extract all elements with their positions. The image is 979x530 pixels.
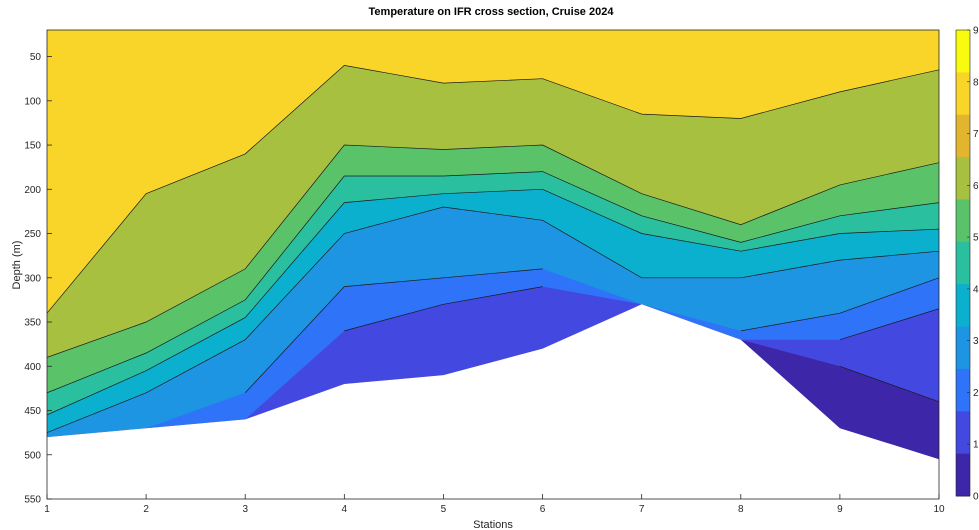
colorbar-tick-label: 3: [973, 336, 979, 347]
colorbar-tick-label: 4: [973, 284, 979, 295]
colorbar-tick-label: 7: [973, 129, 979, 140]
seafloor-fill: [47, 304, 939, 499]
x-tick-label: 8: [738, 504, 744, 515]
x-tick-label: 4: [342, 504, 348, 515]
y-tick-label: 250: [24, 229, 41, 240]
x-tick-label: 2: [143, 504, 149, 515]
isotherm-7: [47, 144, 939, 358]
colorbar-swatch: [956, 114, 970, 158]
y-tick-label: 150: [24, 141, 41, 152]
colorbar-tick-label: 9: [973, 26, 979, 37]
isotherm-3: [244, 268, 543, 394]
isotherm-3: [740, 277, 939, 332]
colorbar-swatch: [956, 326, 970, 370]
y-tick-label: 200: [24, 185, 41, 196]
y-tick-label: 500: [24, 450, 41, 461]
chart-title: Temperature on IFR cross section, Cruise…: [369, 6, 615, 18]
x-tick-label: 3: [242, 504, 248, 515]
colorbar-swatch: [956, 453, 970, 497]
x-axis: 1 2 3 4 5 6 7 8 9 10: [44, 494, 945, 515]
colorbar-swatch: [956, 30, 970, 73]
x-tick-label: 10: [933, 504, 945, 515]
colorbar-swatch: [956, 411, 970, 455]
colorbar-swatch: [956, 199, 970, 243]
y-axis: 50 100 150 200 250 300 350 400 450 500 550: [24, 52, 52, 506]
y-axis-label: Depth (m): [11, 241, 23, 290]
x-tick-label: 5: [441, 504, 447, 515]
colorbar-swatch: [956, 157, 970, 200]
colorbar-tick-label: 0: [973, 492, 979, 503]
y-tick-label: 350: [24, 318, 41, 329]
colorbar-swatch: [956, 72, 970, 116]
seafloor-mask: [47, 304, 939, 499]
isotherm-4: [47, 206, 939, 433]
colorbar-tick-label: 5: [973, 233, 979, 244]
isotherm-6: [47, 171, 939, 394]
colorbar-swatch: [956, 368, 970, 412]
x-tick-label: 1: [44, 504, 50, 515]
y-tick-label: 450: [24, 406, 41, 417]
colorbar-tick-label: 6: [973, 181, 979, 192]
colorbar: 9 8 7 6 5 4 3 2 1 0: [955, 26, 979, 503]
y-tick-label: 300: [24, 273, 41, 284]
x-tick-label: 9: [837, 504, 843, 515]
x-tick-label: 6: [540, 504, 546, 515]
colorbar-tick-label: 1: [973, 440, 979, 451]
x-tick-label: 7: [639, 504, 645, 515]
colorbar-swatch: [956, 284, 970, 328]
y-tick-label: 550: [24, 495, 41, 506]
isotherm-2: [839, 308, 939, 341]
isotherm-1: [839, 365, 939, 403]
isotherm-5: [47, 188, 939, 416]
colorbar-swatch: [956, 241, 970, 285]
y-tick-label: 50: [30, 52, 42, 63]
y-tick-label: 100: [24, 96, 41, 107]
colorbar-tick-label: 2: [973, 388, 979, 399]
colorbar-frame: [955, 29, 971, 497]
x-axis-label: Stations: [473, 519, 513, 530]
colorbar-tick-label: 8: [973, 77, 979, 88]
isotherm-8: [47, 65, 939, 314]
isotherm-2: [344, 286, 543, 332]
y-tick-label: 400: [24, 362, 41, 373]
plot-frame: [46, 29, 940, 500]
